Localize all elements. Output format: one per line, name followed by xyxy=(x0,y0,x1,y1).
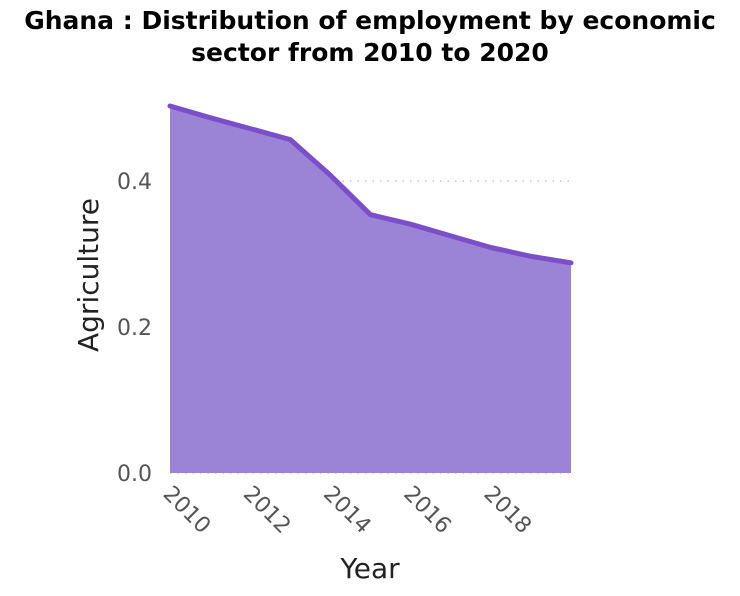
y-axis-label: Agriculture xyxy=(72,198,105,352)
y-axis-ticks: 0.0 0.2 0.4 xyxy=(117,170,152,487)
x-tick-label: 2018 xyxy=(479,482,536,539)
x-tick-label: 2014 xyxy=(318,482,375,539)
chart-title-line-2: sector from 2010 to 2020 xyxy=(191,38,549,67)
y-tick-label: 0.4 xyxy=(117,170,152,195)
x-tick-label: 2016 xyxy=(398,482,455,539)
y-tick-label: 0.2 xyxy=(117,316,152,341)
y-tick-label: 0.0 xyxy=(117,462,152,487)
x-axis-ticks: 2010 2012 2014 2016 2018 xyxy=(158,482,536,539)
x-axis-label: Year xyxy=(339,552,400,585)
series-line xyxy=(167,103,574,266)
x-tick-label: 2010 xyxy=(158,482,215,539)
area-fill xyxy=(170,106,571,473)
chart-title-line-1: Ghana : Distribution of employment by ec… xyxy=(24,6,716,35)
x-tick-label: 2012 xyxy=(238,482,295,539)
